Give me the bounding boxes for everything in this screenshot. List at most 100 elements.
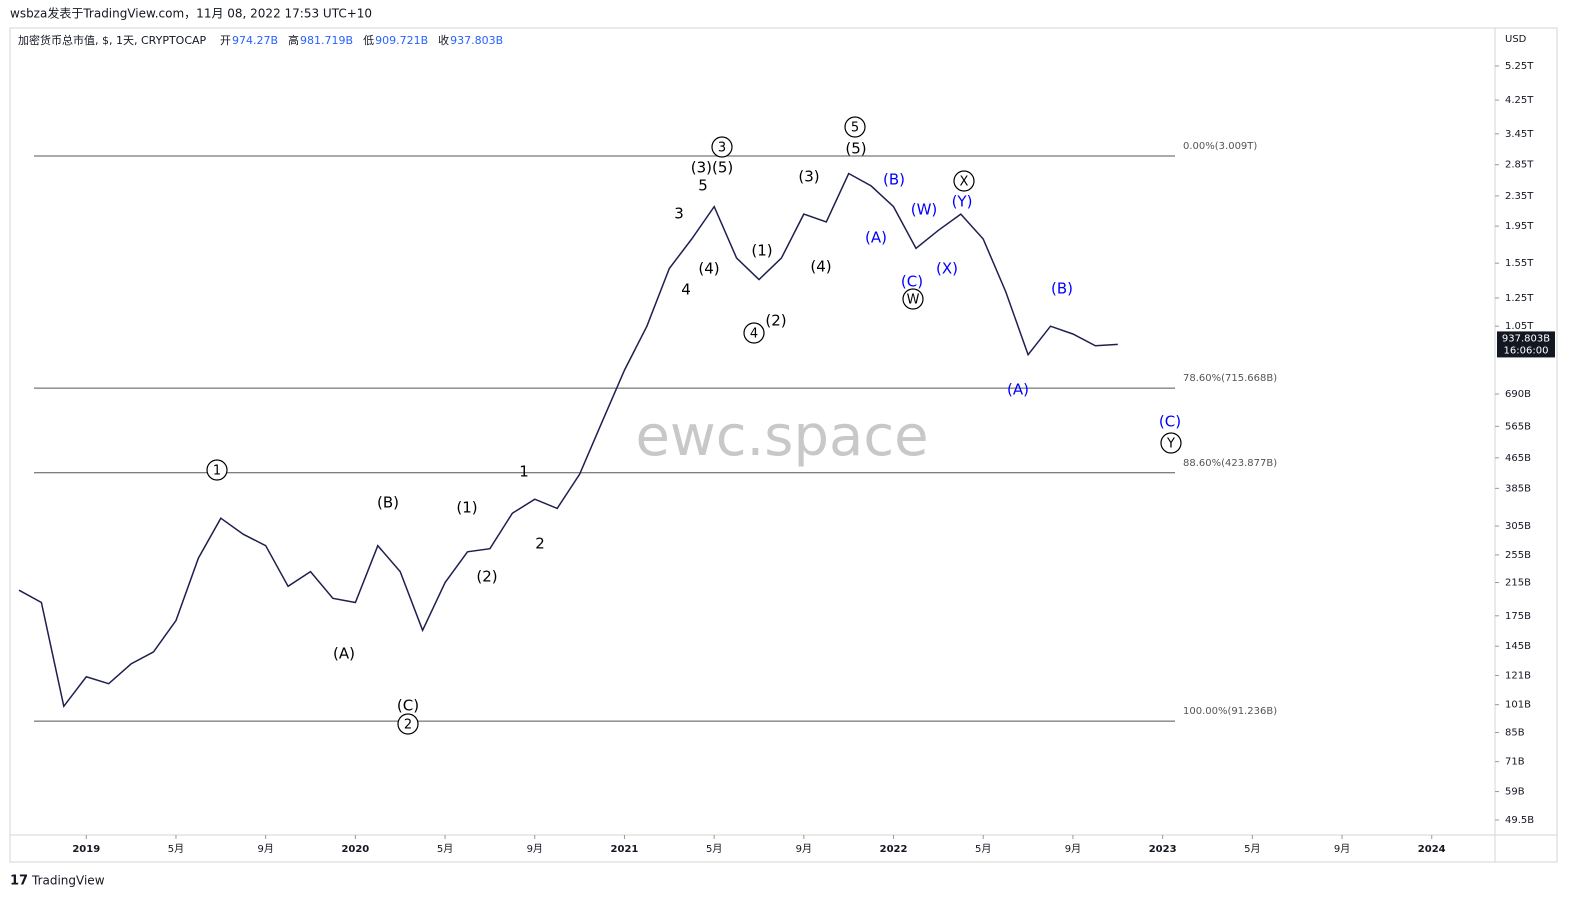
fib-label: 78.60%(715.668B) (1183, 373, 1277, 384)
y-tick-label: 1.55T (1505, 258, 1534, 269)
wave-label: 4 (681, 281, 691, 299)
wave-label: (A) (865, 229, 887, 247)
x-tick-label: 2021 (611, 844, 639, 855)
y-tick-label: 2.35T (1505, 191, 1534, 202)
wave-label: 1 (213, 464, 221, 479)
y-tick-label: 465B (1505, 453, 1531, 464)
wave-circle (743, 322, 765, 344)
x-tick-label: 9月 (257, 843, 273, 855)
wave-label: (3)(5) (691, 159, 734, 177)
wave-label: (X) (936, 260, 958, 278)
logo-mark: 17 (10, 874, 28, 889)
wave-label: 3 (674, 205, 684, 223)
wave-label: W (907, 293, 920, 308)
y-tick-label: 5.25T (1505, 61, 1534, 72)
x-tick-label: 5月 (975, 843, 991, 855)
y-tick-label: 690B (1505, 389, 1531, 400)
y-tick-label: 101B (1505, 700, 1531, 711)
wave-circle (953, 170, 975, 192)
y-tick-label: 71B (1505, 757, 1525, 768)
y-tick-label: 59B (1505, 787, 1525, 798)
fib-label: 88.60%(423.877B) (1183, 458, 1277, 469)
symbol: 加密货币总市值, $, 1天, CRYPTOCAP (18, 33, 207, 47)
wave-label: (4) (810, 258, 831, 276)
wave-label: (A) (333, 645, 355, 663)
wave-label: 2 (404, 718, 412, 733)
wave-label: (C) (1159, 413, 1181, 431)
wave-label: 5 (698, 177, 708, 195)
currency: USD (1505, 34, 1527, 45)
x-tick-label: 2020 (341, 844, 369, 855)
watermark: ewc.space (635, 404, 928, 469)
y-tick-label: 3.45T (1505, 129, 1534, 140)
ohlc-value: 909.721B (375, 34, 428, 47)
y-tick-label: 145B (1505, 641, 1531, 652)
ohlc-value: 937.803B (450, 34, 503, 47)
wave-label: 1 (519, 463, 529, 481)
x-tick-label: 9月 (796, 843, 812, 855)
ohlc-value: 981.719B (300, 34, 353, 47)
x-tick-label: 9月 (1334, 843, 1350, 855)
wave-label: (A) (1007, 381, 1029, 399)
fib-label: 0.00%(3.009T) (1183, 141, 1257, 152)
x-tick-label: 2022 (880, 844, 908, 855)
wave-label: (B) (883, 171, 905, 189)
wave-label: (B) (377, 494, 399, 512)
ohlc-label: 开 (220, 34, 231, 47)
ohlc-label: 低 (363, 34, 374, 47)
wave-circle (1160, 432, 1182, 454)
y-tick-label: 1.25T (1505, 293, 1534, 304)
price-line (18, 172, 1118, 709)
wave-circle (844, 116, 866, 138)
y-tick-label: 49.5B (1505, 815, 1534, 826)
frame (9, 27, 1558, 863)
fib-label: 100.00%(91.236B) (1183, 706, 1277, 717)
y-tick-label: 1.05T (1505, 321, 1534, 332)
wave-label: (1) (456, 499, 477, 517)
last-price: 937.803B (1502, 333, 1550, 344)
wave-label: (1) (751, 242, 772, 260)
y-tick-label: 4.25T (1505, 95, 1534, 106)
y-tick-label: 175B (1505, 611, 1531, 622)
wave-label: (C) (397, 697, 419, 715)
x-tick-label: 9月 (1065, 843, 1081, 855)
y-tick-label: 305B (1505, 521, 1531, 532)
wave-label: (C) (901, 273, 923, 291)
wave-circle (206, 459, 228, 481)
y-tick-label: 1.95T (1505, 221, 1534, 232)
wave-label: X (960, 175, 969, 190)
wave-label: Y (1166, 437, 1175, 452)
wave-label: (5) (845, 140, 866, 158)
wave-label: (Y) (952, 193, 973, 211)
x-tick-label: 5月 (168, 843, 184, 855)
y-tick-label: 385B (1505, 483, 1531, 494)
x-tick-label: 9月 (527, 843, 543, 855)
y-tick-label: 215B (1505, 578, 1531, 589)
wave-circle (902, 288, 924, 310)
x-tick-label: 2019 (72, 844, 100, 855)
y-tick-label: 565B (1505, 421, 1531, 432)
wave-label: 5 (851, 121, 859, 136)
y-tick-label: 121B (1505, 670, 1531, 681)
ohlc-label: 收 (438, 33, 449, 47)
wave-circle (397, 713, 419, 735)
ohlc-value: 974.27B (232, 34, 278, 47)
x-tick-label: 2023 (1149, 844, 1177, 855)
x-tick-label: 5月 (437, 843, 453, 855)
wave-label: 3 (718, 141, 726, 156)
x-tick-label: 2024 (1418, 844, 1446, 855)
y-tick-label: 255B (1505, 550, 1531, 561)
publisher: wsbza发表于TradingView.com，11月 08, 2022 17:… (10, 6, 372, 21)
x-tick-label: 5月 (1244, 843, 1260, 855)
wave-label: 2 (535, 535, 545, 553)
wave-label: (W) (911, 201, 938, 219)
wave-label: (2) (765, 312, 786, 330)
wave-label: 4 (750, 327, 758, 342)
wave-label: (2) (476, 568, 497, 586)
y-tick-label: 2.85T (1505, 160, 1534, 171)
wave-label: (3) (798, 168, 819, 186)
x-tick-label: 5月 (706, 843, 722, 855)
wave-label: (B) (1051, 280, 1073, 298)
y-tick-label: 85B (1505, 728, 1525, 739)
